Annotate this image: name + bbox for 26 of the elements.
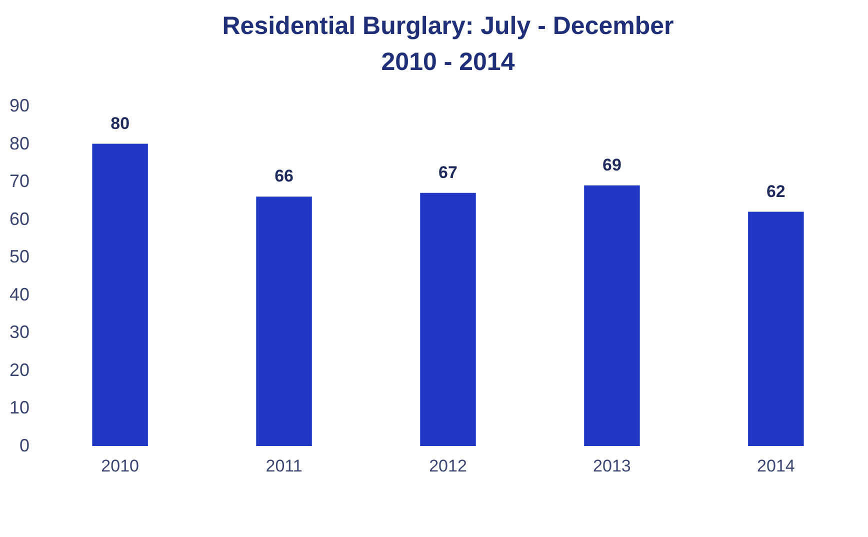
y-tick-label: 60 — [9, 208, 30, 229]
bar — [256, 196, 312, 446]
bar — [92, 144, 148, 446]
y-tick-label: 90 — [9, 96, 30, 116]
chart-title: Residential Burglary: July - December 2010 - 2014 — [222, 12, 674, 76]
y-tick-label: 70 — [9, 171, 30, 192]
data-label: 62 — [766, 182, 786, 201]
y-tick-label: 40 — [9, 284, 30, 304]
x-tick-label: 2010 — [101, 456, 139, 476]
y-tick-label: 20 — [9, 360, 30, 380]
data-label: 66 — [274, 166, 294, 186]
y-tick-label: 0 — [19, 436, 30, 456]
y-tick-label: 50 — [9, 246, 30, 267]
y-tick-label: 30 — [9, 322, 30, 342]
bar — [420, 192, 476, 446]
bar — [584, 185, 640, 446]
bar — [748, 212, 804, 446]
x-tick-label: 2011 — [266, 456, 302, 476]
y-tick-label: 80 — [9, 133, 30, 154]
x-tick-label: 2014 — [757, 456, 795, 476]
x-tick-label: 2013 — [593, 456, 631, 476]
data-label: 69 — [602, 155, 622, 174]
x-tick-label: 2012 — [429, 456, 467, 476]
y-tick-label: 10 — [9, 398, 30, 418]
data-label: 67 — [438, 162, 458, 182]
data-label: 80 — [110, 114, 130, 133]
